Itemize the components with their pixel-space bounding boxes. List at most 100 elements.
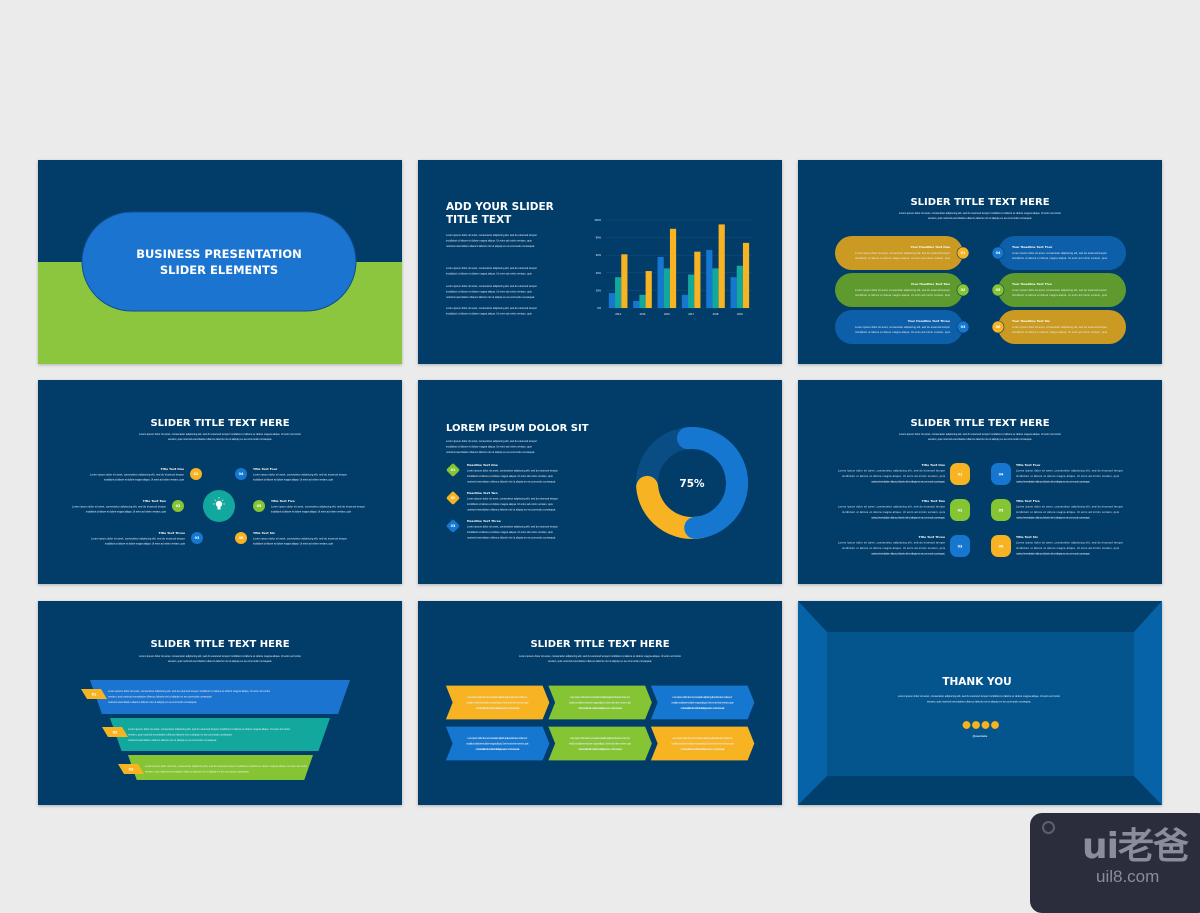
- number-badge: [950, 499, 970, 521]
- facebook-icon[interactable]: [962, 720, 971, 729]
- x-tick-label: 2019: [737, 312, 743, 316]
- body-line: nostrud exercitation ullamco laboris nis…: [467, 508, 556, 512]
- number-label: 01: [92, 693, 97, 697]
- bar-2017-series-2: [688, 274, 695, 308]
- number-badge: [991, 463, 1011, 485]
- donut-segment-blue-top: [677, 427, 748, 539]
- body-line: Lorem ipsum dolor sit amet, consectetur …: [838, 469, 945, 473]
- radial-item-3: 03 Title Text Three Lorem ipsum dolor sit …: [91, 531, 203, 546]
- chevron-shape: [649, 684, 756, 721]
- bar-2015-series-3: [645, 271, 652, 308]
- ring-icon: [1042, 821, 1055, 834]
- number-label: 01: [961, 251, 966, 255]
- number-label: 03: [451, 524, 456, 528]
- bar-2019-series-1: [730, 277, 737, 308]
- number-label: 03: [195, 536, 200, 540]
- slide-7-funnel[interactable]: SLIDER TITLE TEXT HERE Lorem ipsum dolor…: [38, 601, 402, 805]
- headline-card-5: 05 Your Headline Text Five Lorem ipsum dol…: [991, 273, 1126, 307]
- linkedin-icon[interactable]: [990, 720, 999, 729]
- bevel-left: [798, 601, 827, 805]
- body-line: incididunt ut labore et dolore magna ali…: [1016, 474, 1120, 478]
- body-line: Lorem ipsum dolor sit amet, consectetur …: [90, 473, 184, 477]
- instagram-icon[interactable]: [981, 720, 990, 729]
- title-line-1: BUSINESS PRESENTATION: [136, 247, 302, 261]
- body-line: nostrud exercitation ullamco laboris nis…: [467, 536, 556, 540]
- body-line: Lorem ipsum dolor sit amet, consectetur …: [1012, 251, 1107, 255]
- body-line: incididunt ut labore et dolore magna ali…: [842, 474, 946, 478]
- subtitle-line: Lorem ipsum dolor sit amet, consectetur …: [519, 654, 681, 658]
- body-line: Lorem ipsum dolor sit amet, consectetur …: [91, 537, 185, 541]
- pill-shape: [998, 236, 1126, 270]
- chevron-step-4: Lorem ipsum dolor sit amet, consectetur …: [444, 725, 551, 762]
- slide-8-chevrons[interactable]: SLIDER TITLE TEXT HERE Lorem ipsum dolor…: [418, 601, 782, 805]
- headline: Headline Text One: [467, 463, 498, 467]
- intro-line: Lorem ipsum dolor sit amet, consectetur …: [446, 439, 537, 443]
- body-line: Lorem ipsum dolor sit amet, consectetur …: [1016, 469, 1123, 473]
- item-title: Title Text Three: [159, 531, 185, 535]
- body-line: Lorem ipsum dolor sit amet, consectetur …: [108, 689, 270, 693]
- x-tick-label: 2018: [713, 312, 719, 316]
- body-line: nostrud exercitation ullamco laboris nis…: [108, 700, 197, 704]
- body-line: Lorem ipsum dolor sit amet, consectetur …: [468, 695, 528, 699]
- number-label: 06: [996, 325, 1001, 329]
- number-badge: [991, 283, 1005, 297]
- body-line: Lorem ipsum dolor sit amet, consectetur …: [838, 505, 945, 509]
- slide-9-thank-you[interactable]: THANK YOU Lorem ipsum dolor sit amet, co…: [798, 601, 1162, 805]
- y-tick-label: 80%: [596, 236, 602, 240]
- headline: Headline Text Three: [467, 519, 501, 523]
- pill-shape: [998, 310, 1126, 344]
- slide-2-chart[interactable]: ADD YOUR SLIDER TITLE TEXT Lorem ipsum d…: [418, 160, 782, 364]
- number-label: 01: [451, 468, 456, 472]
- number-badge: [950, 463, 970, 485]
- bar-2019-series-3: [742, 242, 750, 308]
- number-label: 06: [999, 544, 1004, 548]
- svg-text:nostrud exercitation ullamco l: nostrud exercitation ullamco laboris nis…: [446, 244, 535, 248]
- intro-line: incididunt ut labore et dolore magna ali…: [446, 445, 532, 449]
- number-label: 02: [113, 731, 118, 735]
- number-label: 04: [999, 472, 1004, 476]
- bar-2017-series-1: [681, 294, 689, 308]
- body-line: Lorem ipsum dolor sit amet, consectetur …: [128, 727, 290, 731]
- bar-2014-series-2: [615, 277, 622, 308]
- headline-item-3: 03 Headline Text Three Lorem ipsum dolor s…: [446, 519, 558, 540]
- radial-item-4: 04 Title Text Four Lorem ipsum dolor sit a…: [235, 467, 347, 482]
- twitter-icon[interactable]: [971, 720, 980, 729]
- slide-bg: [418, 160, 782, 364]
- body-line: nostrud exercitation ullamco laboris nis…: [1016, 516, 1090, 520]
- headline-card-4: 04 Your Headline Text Four Lorem ipsum dol…: [991, 236, 1126, 270]
- bar-2015-series-2: [639, 294, 646, 308]
- subtitle-line: veniam, quis nostrud exercitation ullamc…: [168, 437, 273, 441]
- bar-2017-series-3: [694, 251, 701, 308]
- bevel-bottom: [798, 776, 1162, 805]
- number-badge: [235, 532, 247, 544]
- radial-item-5: 05 Title Text Five Lorem ipsum dolor sit a…: [253, 499, 365, 514]
- slide-1-cover[interactable]: BUSINESS PRESENTATION SLIDER ELEMENTS: [38, 160, 402, 364]
- slide-3-pills[interactable]: SLIDER TITLE TEXT HERE Lorem ipsum dolor…: [798, 160, 1162, 364]
- watermark-badge: ui老爸 uil8.com: [1030, 813, 1200, 913]
- body-line: incididunt ut labore et dolore magna ali…: [467, 502, 553, 506]
- headline-item-1: 01 Headline Text One Lorem ipsum dolor sit…: [446, 463, 558, 484]
- title-line-1: ADD YOUR SLIDER: [446, 201, 554, 213]
- y-tick-label: 60%: [596, 253, 602, 257]
- slide-title: LOREM IPSUM DOLOR SIT: [446, 423, 589, 434]
- body-line: incididunt ut labore et dolore magna ali…: [467, 742, 530, 746]
- body-line: incididunt ut labore et dolore magna ali…: [104, 478, 185, 482]
- slide-4-radial[interactable]: SLIDER TITLE TEXT HERE Lorem ipsum dolor…: [38, 380, 402, 584]
- body-line: incididunt ut labore et dolore magna ali…: [855, 330, 951, 334]
- number-label: 06: [239, 536, 244, 540]
- svg-text:nostrud exercitation ullamco l: nostrud exercitation ullamco laboris nis…: [446, 295, 535, 299]
- slide-5-donut[interactable]: LOREM IPSUM DOLOR SIT Lorem ipsum dolor …: [418, 380, 782, 584]
- funnel-layer-3: 03 Lorem ipsum dolor sit amet, consectetu…: [118, 755, 313, 780]
- body-line: nostrud exercitation ullamco laboris nis…: [871, 480, 945, 484]
- body-line: incididunt ut labore et dolore magna ali…: [1016, 510, 1120, 514]
- body-line: incididunt ut labore et dolore magna ali…: [569, 742, 632, 746]
- subtitle-line: Lorem ipsum dolor sit amet, consectetur …: [139, 432, 301, 436]
- body-line: Lorem ipsum dolor sit amet, consectetur …: [253, 473, 347, 477]
- body-line: veniam, quis nostrud exercitation ullamc…: [128, 733, 233, 737]
- numbered-item-4: 04 Title Text Four Lorem ipsum dolor sit a…: [991, 463, 1123, 485]
- body-line: incididunt ut labore et dolore magna ali…: [569, 701, 632, 705]
- x-tick-label: 2017: [688, 312, 694, 316]
- item-title: Title Text Five: [1016, 499, 1040, 503]
- slide-6-badges[interactable]: SLIDER TITLE TEXT HERE Lorem ipsum dolor…: [798, 380, 1162, 584]
- body-line: nostrud exercitation ullamco laboris nis…: [476, 747, 520, 751]
